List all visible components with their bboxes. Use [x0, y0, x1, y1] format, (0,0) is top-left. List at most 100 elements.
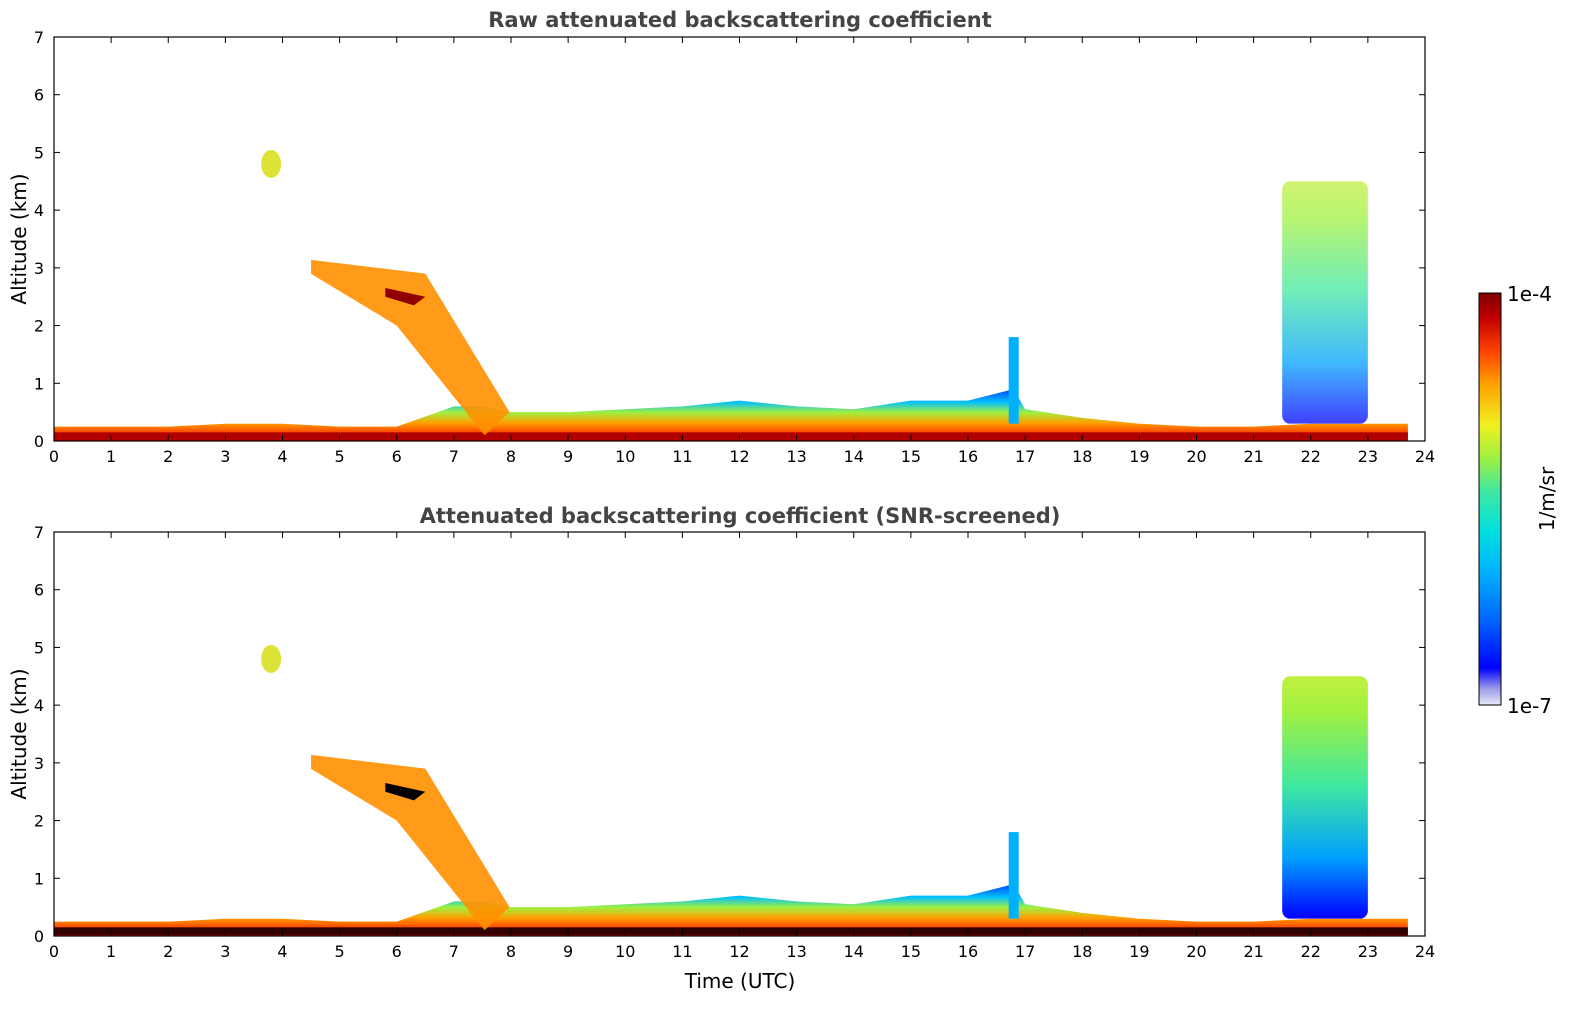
x-tick-label: 14: [844, 942, 864, 961]
x-tick-label: 16: [958, 447, 978, 466]
y-tick-label: 3: [34, 259, 44, 278]
plume-core: [385, 288, 426, 306]
y-tick-label: 6: [34, 581, 44, 600]
y-tick-label: 7: [34, 28, 44, 47]
plume-core: [385, 783, 426, 801]
x-tick-label: 7: [449, 942, 459, 961]
y-tick-label: 0: [34, 432, 44, 451]
x-tick-label: 24: [1415, 942, 1435, 961]
x-tick-label: 23: [1358, 942, 1378, 961]
clear-region: [116, 383, 249, 427]
x-tick-label: 13: [786, 942, 806, 961]
x-tick-label: 0: [49, 942, 59, 961]
clear-region: [1036, 383, 1271, 421]
x-tick-label: 17: [1015, 942, 1035, 961]
colorbar-gradient: [1478, 292, 1502, 706]
x-tick-label: 19: [1129, 942, 1149, 961]
y-tick-label: 1: [34, 374, 44, 393]
y-tick-label: 4: [34, 696, 44, 715]
boundary-layer: [54, 884, 1408, 936]
panel1-ylabel: Altitude (km): [7, 173, 31, 304]
x-tick-label: 12: [729, 447, 749, 466]
high-aerosol-layer: [261, 644, 282, 673]
x-tick-label: 20: [1186, 447, 1206, 466]
x-tick-label: 3: [220, 447, 230, 466]
x-tick-label: 20: [1186, 942, 1206, 961]
y-tick-label: 7: [34, 523, 44, 542]
x-tick-label: 9: [563, 942, 573, 961]
x-tick-label: 22: [1301, 942, 1321, 961]
x-tick-label: 5: [335, 942, 345, 961]
y-tick-label: 1: [34, 869, 44, 888]
x-tick-label: 8: [506, 447, 516, 466]
x-tick-label: 21: [1243, 447, 1263, 466]
y-tick-label: 4: [34, 201, 44, 220]
x-tick-label: 1: [106, 447, 116, 466]
raw-backscatter-heatmap: [54, 37, 1425, 441]
x-tick-label: 12: [729, 942, 749, 961]
y-tick-label: 5: [34, 143, 44, 162]
x-tick-label: 10: [615, 942, 635, 961]
y-tick-label: 2: [34, 317, 44, 336]
high-aerosol-layer: [261, 149, 282, 178]
x-tick-label: 15: [901, 942, 921, 961]
colorbar-min-label: 1e-7: [1507, 694, 1552, 718]
x-tick-label: 2: [163, 942, 173, 961]
x-tick-label: 4: [277, 942, 287, 961]
convective-column: [1008, 337, 1019, 424]
x-tick-label: 5: [335, 447, 345, 466]
clear-region: [248, 383, 397, 424]
x-tick-label: 9: [563, 447, 573, 466]
y-tick-label: 0: [34, 927, 44, 946]
y-tick-label: 6: [34, 86, 44, 105]
x-tick-label: 2: [163, 447, 173, 466]
y-tick-label: 5: [34, 638, 44, 657]
surface-layer: [54, 432, 1408, 440]
x-tick-label: 6: [392, 447, 402, 466]
x-tick-label: 8: [506, 942, 516, 961]
x-tick-label: 17: [1015, 447, 1035, 466]
noise-field: [54, 37, 1425, 401]
x-tick-label: 24: [1415, 447, 1435, 466]
panel2-ticks: 0 1 2 3 4 5 6 7 8 9 10 11 12 13 14 15 16 17 18 19 20 21 22 23 24…: [34, 523, 1435, 961]
x-tick-label: 18: [1072, 447, 1092, 466]
colorbar-unit-label: 1/m/sr: [1535, 466, 1559, 531]
x-tick-label: 15: [901, 447, 921, 466]
x-tick-label: 11: [672, 447, 692, 466]
surface-layer: [54, 927, 1408, 935]
raw-backscatter-panel: Raw attenuated backscattering coefficien…: [7, 8, 1435, 466]
x-tick-label: 13: [786, 447, 806, 466]
x-tick-label: 11: [672, 942, 692, 961]
x-tick-label: 3: [220, 942, 230, 961]
x-tick-label: 21: [1243, 942, 1263, 961]
y-tick-label: 2: [34, 812, 44, 831]
colorbar-max-label: 1e-4: [1507, 282, 1552, 306]
x-tick-label: 19: [1129, 447, 1149, 466]
x-tick-label: 6: [392, 942, 402, 961]
panel2-title: Attenuated backscattering coefficient (S…: [420, 504, 1061, 528]
boundary-layer: [54, 389, 1408, 441]
panel2-ylabel: Altitude (km): [7, 668, 31, 799]
x-tick-label: 10: [615, 447, 635, 466]
aerosol-plume: [311, 259, 510, 436]
panel2-xlabel: Time (UTC): [684, 969, 796, 993]
y-tick-label: 3: [34, 754, 44, 773]
x-tick-label: 4: [277, 447, 287, 466]
screened-backscatter-panel: Attenuated backscattering coefficient (S…: [7, 504, 1435, 993]
x-tick-label: 16: [958, 942, 978, 961]
convective-column: [1008, 832, 1019, 919]
panel1-title: Raw attenuated backscattering coefficien…: [488, 8, 992, 32]
panel1-ticks: 0 1 2 3 4 5 6 7 8 9 10 11 12 13 14 15 16 17 18 19 20 21 22 23 24…: [34, 28, 1435, 466]
colorbar: 1e-4 1e-7 1/m/sr: [1478, 282, 1559, 718]
x-tick-label: 23: [1358, 447, 1378, 466]
x-tick-label: 14: [844, 447, 864, 466]
x-tick-label: 1: [106, 942, 116, 961]
panel2-frame: [53, 531, 1426, 937]
x-tick-label: 18: [1072, 942, 1092, 961]
aerosol-plume: [311, 754, 510, 931]
screened-backscatter-heatmap: [54, 644, 1408, 936]
cloud-column: [1282, 676, 1368, 919]
x-tick-label: 22: [1301, 447, 1321, 466]
cloud-column: [1282, 181, 1368, 424]
